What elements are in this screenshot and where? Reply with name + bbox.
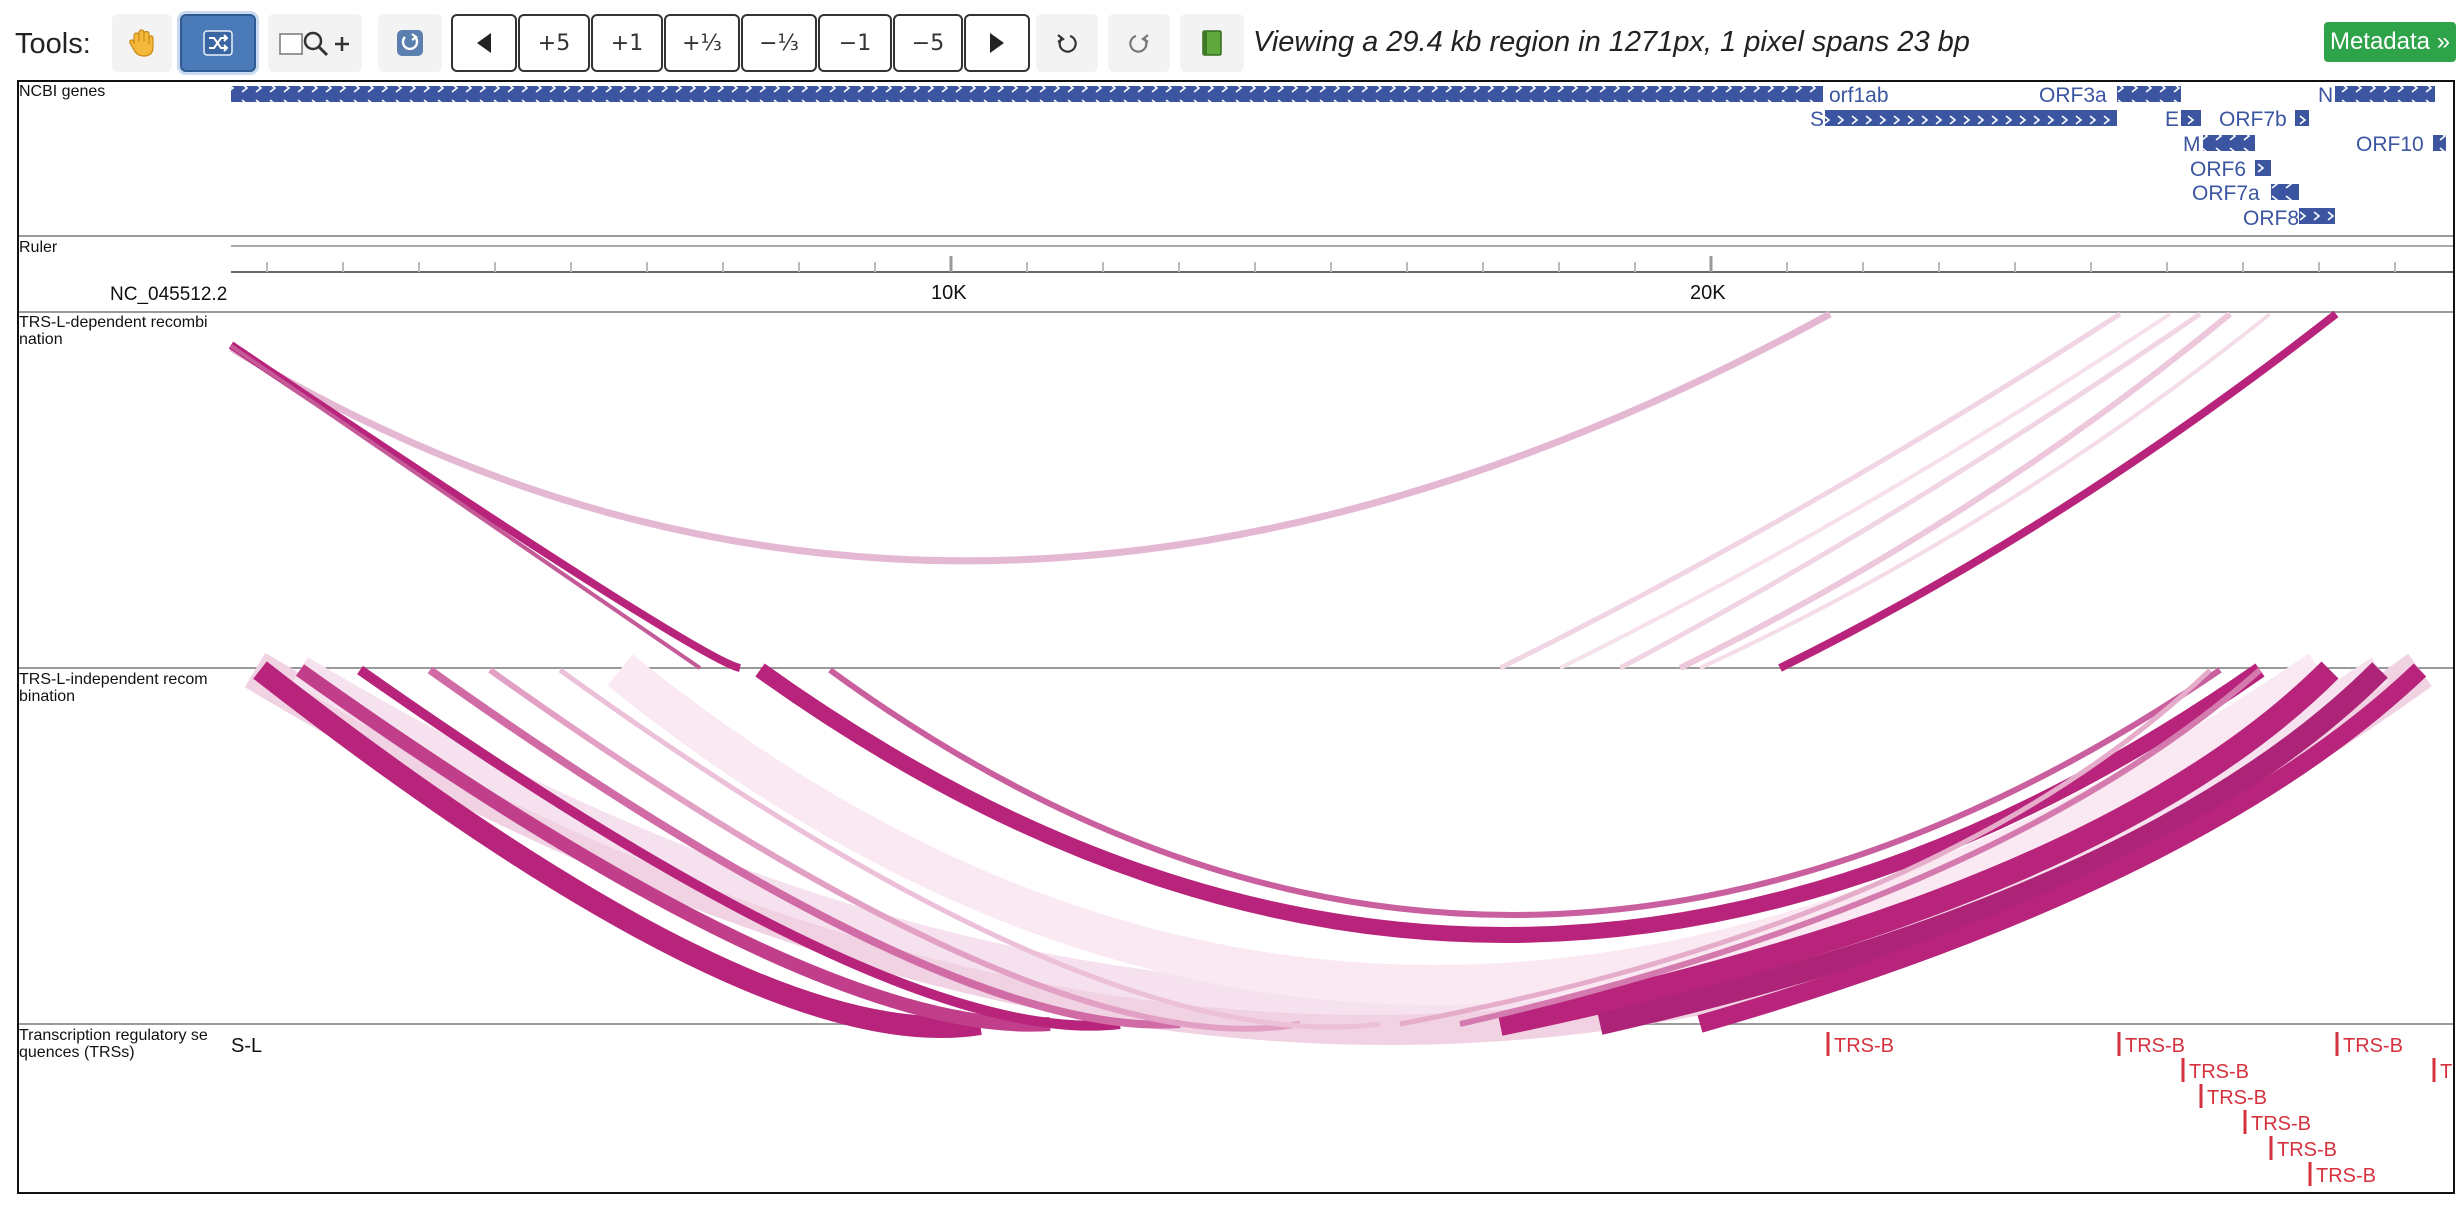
book-icon <box>1202 30 1222 56</box>
redo-icon <box>1129 34 1149 53</box>
viewing-status: Viewing a 29.4 kb region in 1271px, 1 pi… <box>1253 26 1970 58</box>
ruler-sequence-name: NC_045512.2 <box>110 284 227 305</box>
gene-orf7b[interactable] <box>2295 110 2309 126</box>
arrow-right-icon <box>990 33 1004 53</box>
trs-feature-label: TRS-B <box>2277 1139 2337 1161</box>
gene-label: ORF6 <box>2190 158 2246 181</box>
gene-label: N <box>2318 84 2333 107</box>
tracks-panel <box>17 80 2455 1194</box>
gene-label: orf1ab <box>1829 84 1889 107</box>
track-label-line: Transcription regulatory se <box>19 1027 208 1044</box>
gene-n[interactable] <box>2335 86 2435 102</box>
trs-feature-label: TRS-B <box>2189 1061 2249 1083</box>
track-label-line: nation <box>19 331 63 348</box>
undo-icon <box>1057 34 1077 53</box>
book-button[interactable] <box>1180 14 1244 72</box>
trs-feature-label: TRS-B <box>2316 1165 2376 1187</box>
zoom-in-third-button[interactable]: +⅓ <box>664 14 740 72</box>
redo-button[interactable] <box>1108 14 1170 72</box>
trs-feature-label: S-L <box>231 1035 262 1057</box>
track-label-line: bination <box>19 688 76 705</box>
trs-feature-label: T <box>2440 1061 2452 1083</box>
track-label-line: TRS-L-dependent recombi <box>19 314 208 331</box>
tools-label: Tools: <box>15 28 91 60</box>
trs-feature-label: TRS-B <box>2343 1035 2403 1057</box>
zoom-select-icon <box>279 31 349 57</box>
trs-feature-label: TRS-B <box>2207 1087 2267 1109</box>
zoom-out-5-button[interactable]: −5 <box>893 14 963 72</box>
gene-orf3a[interactable] <box>2117 86 2181 102</box>
metadata-button[interactable]: Metadata » <box>2324 22 2456 62</box>
zoom-select-button[interactable] <box>268 14 362 72</box>
trs-track: S-L TRS-B TRS-B TRS-B TRS-B TRS-B TRS-B … <box>231 1032 2452 1187</box>
gene-label: M <box>2183 133 2201 156</box>
track-label-genes: NCBI genes <box>19 83 106 100</box>
gene-label: S <box>1810 108 1824 131</box>
gene-orf10[interactable] <box>2433 135 2446 151</box>
zoom-in-5-button[interactable]: +5 <box>518 14 590 72</box>
trs-feature-label: TRS-B <box>2125 1035 2185 1057</box>
shuffle-icon <box>203 30 233 56</box>
track-label-line: quences (TRSs) <box>19 1044 135 1061</box>
track-label-trs-independent: TRS-L-independent recom bination <box>19 671 208 705</box>
gene-label: ORF7a <box>2192 182 2260 205</box>
gene-label: E <box>2165 108 2179 131</box>
track-label-ruler: Ruler <box>19 239 58 256</box>
track-label-trs: Transcription regulatory se quences (TRS… <box>19 1027 208 1061</box>
zoom-in-1-button[interactable]: +1 <box>591 14 663 72</box>
track-label-trs-dependent: TRS-L-dependent recombi nation <box>19 314 208 348</box>
gene-orf7a[interactable] <box>2271 184 2299 200</box>
gene-orf6[interactable] <box>2255 160 2271 176</box>
gene-m[interactable] <box>2203 135 2255 151</box>
gene-label: ORF10 <box>2356 133 2424 156</box>
ruler-tick-label: 20K <box>1690 282 1726 304</box>
hand-icon <box>129 29 154 57</box>
gene-label: ORF8 <box>2243 207 2299 230</box>
pan-tool-button[interactable] <box>112 14 172 72</box>
refresh-icon <box>397 30 423 56</box>
shuffle-tool-button[interactable] <box>180 14 256 72</box>
trs-independent-arcs <box>244 652 2432 1045</box>
zoom-out-1-button[interactable]: −1 <box>818 14 892 72</box>
refresh-button[interactable] <box>378 14 442 72</box>
pan-right-button[interactable] <box>964 14 1030 72</box>
gene-track: orf1ab S ORF3a E M ORF6 ORF7a ORF7b ORF8… <box>231 84 2446 230</box>
gene-s[interactable] <box>1825 110 2117 126</box>
track-label-line: TRS-L-independent recom <box>19 671 208 688</box>
pan-left-button[interactable] <box>451 14 517 72</box>
trs-feature-label: TRS-B <box>2251 1113 2311 1135</box>
gene-label: ORF3a <box>2039 84 2107 107</box>
trs-dependent-arcs <box>228 310 2339 672</box>
gene-orf1ab[interactable] <box>231 86 1823 102</box>
undo-button[interactable] <box>1036 14 1098 72</box>
trs-feature-label: TRS-B <box>1834 1035 1894 1057</box>
toolbar: Tools: +5 +1 +⅓ −⅓ −1 −5 <box>0 0 2464 86</box>
gene-e[interactable] <box>2181 110 2201 126</box>
ruler-tick-label: 10K <box>931 282 967 304</box>
zoom-out-third-button[interactable]: −⅓ <box>741 14 817 72</box>
arrow-left-icon <box>477 33 491 53</box>
gene-orf8[interactable] <box>2299 208 2335 224</box>
ruler-track: NC_045512.2 10K 20K <box>110 245 2453 305</box>
gene-label: ORF7b <box>2219 108 2287 131</box>
